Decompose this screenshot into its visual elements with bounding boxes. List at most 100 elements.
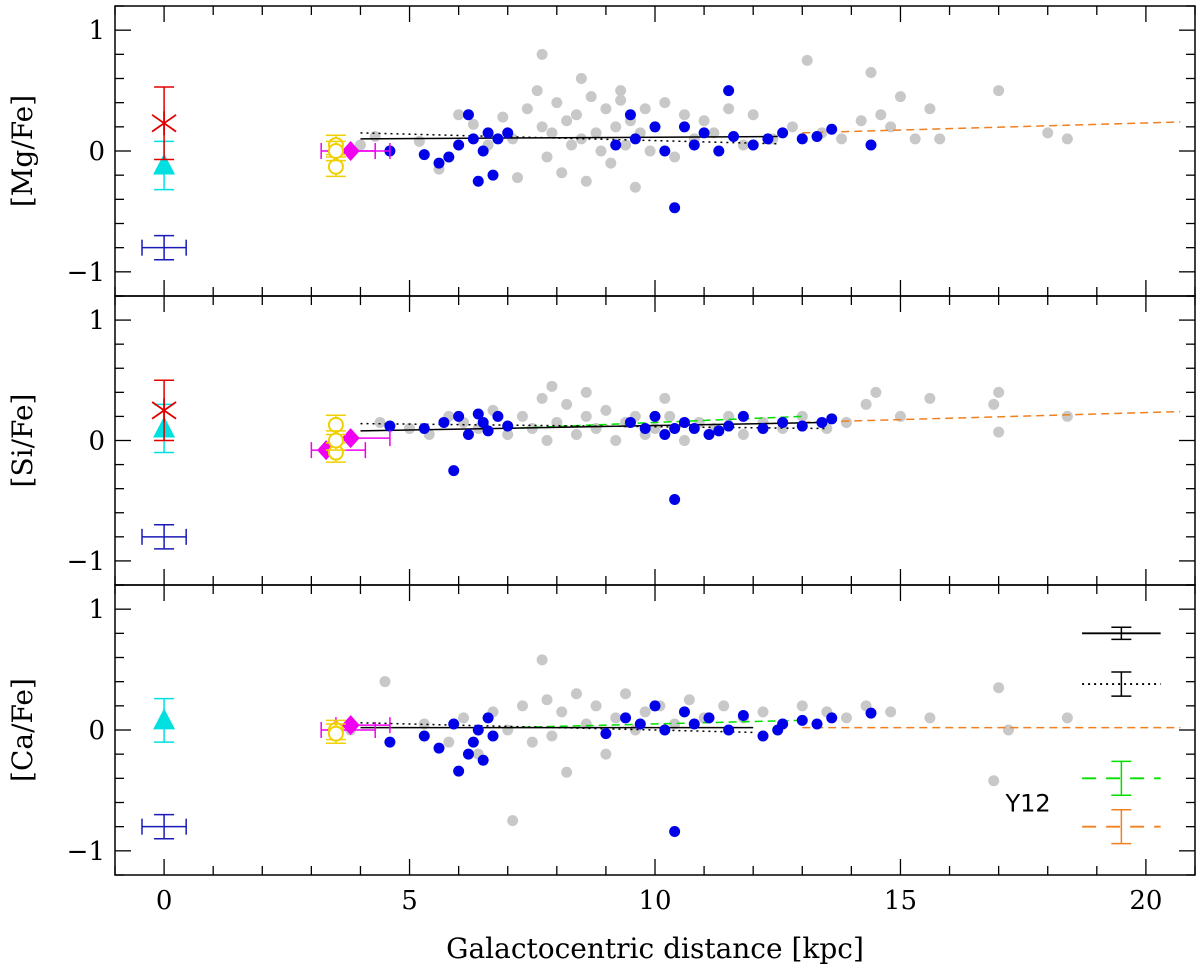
blue-data-point [472,408,484,420]
blue-data-point [443,151,455,163]
legend-label: Y12 [1004,790,1050,818]
panel-1: 1 0 −1 [Mg/Fe] [6,5,1196,297]
blue-data-point [438,416,450,428]
gray-data-point [595,145,607,157]
y-tick-label: −1 [67,837,105,867]
gray-data-point [561,766,573,778]
blue-data-point [723,420,735,432]
magenta-diamond-marker [341,428,360,449]
gray-data-point [909,133,921,145]
blue-data-point [600,728,612,740]
gray-data-point [737,139,749,151]
gray-data-point [1061,133,1073,145]
gray-data-point [924,103,936,115]
blue-data-point [762,133,774,145]
gray-data-point [801,54,813,66]
gray-data-point [659,97,671,109]
blue-data-point [418,149,430,161]
x-axis-title: Galactocentric distance [kpc] [446,932,864,965]
blue-data-point [777,416,789,428]
magenta-diamond-marker [341,715,360,736]
blue-data-point [467,133,479,145]
blue-data-point [728,131,740,142]
gray-data-point [698,115,710,127]
gray-data-point [659,392,671,404]
blue-data-point [826,413,838,425]
gray-data-point [796,700,808,712]
gray-data-point [570,109,582,121]
gray-data-point [870,386,882,398]
blue-data-point [826,712,838,724]
blue-data-point [649,121,661,133]
blue-data-point [384,736,396,748]
gray-data-point [585,91,597,103]
gray-data-point [708,127,720,139]
blue-data-point [703,428,715,440]
blue-data-point [492,133,504,145]
gray-data-point [467,118,479,130]
gray-data-point [551,97,563,109]
gray-data-point [836,133,848,145]
gray-data-point [521,103,533,115]
blue-data-point [472,724,484,736]
gray-data-point [536,48,548,60]
blue-data-point [477,145,489,157]
blue-data-point [703,712,715,724]
blue-data-point [453,410,465,422]
gray-data-point [561,115,573,127]
gray-data-point [354,139,366,151]
blue-data-point [669,494,681,506]
gray-data-point [639,706,651,718]
gray-data-point [580,410,592,422]
y-tick-label: 1 [88,306,105,336]
gray-data-point [556,706,568,718]
gray-data-point [664,410,676,422]
gray-data-point [575,133,587,145]
blue-data-point [737,410,749,422]
blue-data-point [698,127,710,139]
y-axis-title: [Mg/Fe] [6,95,39,207]
blue-data-point [448,718,460,730]
blue-data-point [678,416,690,428]
blue-data-point [713,425,725,437]
gray-data-point [458,712,470,724]
yellow-open-circle-marker [327,143,344,159]
y-tick-label: 0 [88,427,105,457]
gray-data-point [590,127,602,139]
gray-data-point [580,386,592,398]
gray-data-point [678,109,690,121]
blue-data-point [624,416,636,428]
gray-data-point [639,103,651,115]
y-axis-title: [Ca/Fe] [6,678,39,782]
blue-data-point [747,139,759,151]
blue-data-point [502,420,514,432]
gray-data-point [934,133,946,145]
blue-data-point [796,714,808,726]
gray-data-point [629,181,641,193]
gray-data-point [418,718,430,730]
blue-data-point [418,730,430,742]
blue-data-point [757,730,769,742]
gray-data-point [718,700,730,712]
orange-trend-line [802,121,1181,134]
gray-data-point [610,435,622,446]
blue-data-point [477,754,489,766]
gray-data-point [610,121,622,133]
gray-data-point [875,109,887,121]
x-tick-label: 0 [156,886,173,916]
x-tick-label: 10 [638,886,671,916]
blue-data-point [482,425,494,437]
gray-data-point [566,139,578,151]
blue-data-point [482,127,494,139]
orange-trend-line [802,410,1181,424]
blue-data-point [723,724,735,736]
blue-data-point [826,123,838,135]
gray-data-point [546,127,558,139]
gray-data-point [556,167,568,179]
blue-data-point [669,202,681,214]
yellow-open-circle-marker [327,725,344,742]
gray-data-point [737,428,749,440]
gray-data-point [1042,127,1054,139]
